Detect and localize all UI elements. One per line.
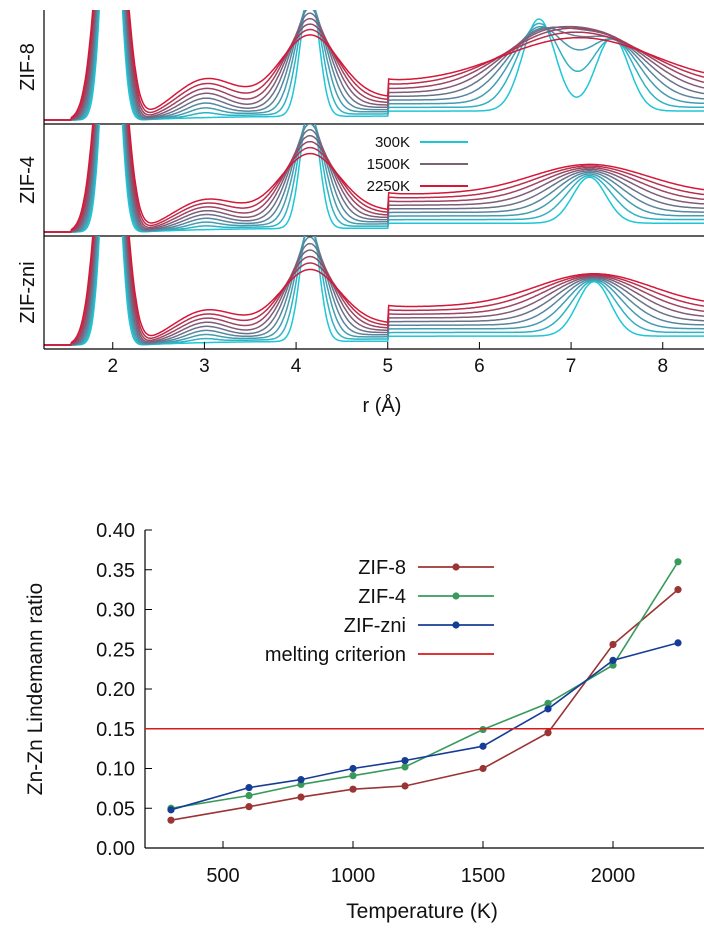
x-axis-label: Temperature (K)	[346, 900, 498, 923]
data-point-ZIF-zni	[245, 783, 253, 792]
legend-label: melting criterion	[265, 644, 406, 666]
rdf-line-ZIF-8-2000K	[44, 10, 704, 121]
x-tick-label: 3	[199, 356, 210, 377]
y-tick-label: 0.05	[96, 798, 135, 820]
data-point-ZIF-zni	[349, 764, 357, 773]
data-point-ZIF-zni	[674, 639, 682, 647]
y-tick-label: 0.00	[96, 838, 135, 860]
rdf-curves-ZIF-8	[44, 10, 704, 121]
y-tick-label: 0.30	[96, 600, 135, 622]
rdf-line-ZIF-4-1500K	[44, 124, 704, 233]
data-point-ZIF-8	[245, 803, 253, 811]
x-tick-label: 500	[206, 865, 239, 887]
x-tick-label: 8	[657, 356, 668, 377]
legend-marker	[452, 621, 460, 629]
y-tick-label: 0.20	[96, 679, 135, 701]
data-point-ZIF-zni	[609, 656, 617, 664]
y-tick-label: 0.40	[96, 520, 135, 542]
data-point-ZIF-8	[349, 785, 357, 793]
rdf-line-ZIF-4-2000K	[44, 124, 704, 233]
rdf-curves-ZIF-4	[44, 124, 704, 233]
data-point-ZIF-8	[674, 586, 682, 594]
rdf-line-ZIF-8-1200K	[44, 10, 704, 121]
rdf-line-ZIF-8-1500K	[44, 10, 704, 121]
lindemann-figure: 0.00 0.05 0.10 0.15 0.20 0.25 0.30 0.35 0.40 500 1…	[24, 520, 704, 923]
data-point-ZIF-8	[479, 764, 487, 773]
x-axis-label: r (Å)	[363, 394, 402, 417]
rdf-line-ZIF-zni-1200K	[44, 236, 704, 346]
data-point-ZIF-zni	[297, 776, 305, 784]
data-point-ZIF-4	[349, 772, 357, 780]
panel-label-ZIF-8: ZIF-8	[17, 43, 39, 91]
data-point-ZIF-4	[245, 791, 253, 800]
y-tick-label: 0.25	[96, 639, 135, 661]
y-tick-label: 0.10	[96, 759, 135, 781]
data-point-ZIF-8	[167, 816, 175, 824]
legend-marker	[452, 563, 460, 571]
rdf-line-ZIF-zni-2250K	[44, 236, 704, 346]
rdf-legend: 300K 1500K 2250K	[367, 134, 468, 195]
rdf-line-ZIF-4-1750K	[44, 124, 704, 233]
series-line-ZIF-4	[170, 561, 679, 810]
legend-label: ZIF-zni	[344, 615, 406, 637]
panel-label-ZIF-zni: ZIF-zni	[17, 261, 39, 323]
legend-label-2250K: 2250K	[367, 178, 410, 195]
rdf-line-ZIF-4-1200K	[44, 124, 704, 233]
y-axis-label: Zn-Zn Lindemann ratio	[24, 583, 47, 795]
panel-label-ZIF-4: ZIF-4	[17, 156, 39, 204]
x-tick-label: 4	[291, 356, 302, 377]
rdf-line-ZIF-zni-2000K	[44, 236, 704, 346]
data-point-ZIF-4	[401, 763, 409, 771]
data-point-ZIF-zni	[167, 806, 175, 814]
rdf-curves-ZIF-zni	[44, 236, 704, 346]
data-point-ZIF-8	[297, 793, 305, 801]
y-tick-label: 0.35	[96, 560, 135, 582]
x-tick-label: 2	[107, 356, 118, 377]
data-point-ZIF-8	[544, 729, 552, 737]
legend-label-300K: 300K	[375, 134, 410, 151]
x-tick-label: 2000	[591, 865, 636, 887]
x-tick-label: 6	[474, 356, 485, 377]
rdf-line-ZIF-4-2250K	[44, 124, 704, 233]
data-point-ZIF-zni	[544, 705, 552, 713]
data-point-ZIF-8	[609, 640, 617, 649]
lindemann-legend: ZIF-8 ZIF-4 ZIF-zni melting criterion	[265, 557, 494, 666]
legend-label-1500K: 1500K	[367, 156, 410, 173]
y-tick-label: 0.15	[96, 719, 135, 741]
rdf-line-ZIF-8-1000K	[44, 10, 704, 121]
data-point-ZIF-4	[544, 699, 552, 707]
legend-marker	[452, 592, 460, 600]
legend-label: ZIF-4	[358, 586, 406, 608]
data-point-ZIF-zni	[479, 742, 487, 750]
data-point-ZIF-4	[674, 558, 682, 566]
x-tick-label: 5	[382, 356, 393, 377]
data-point-ZIF-8	[401, 782, 409, 790]
rdf-figure: ZIF-8 ZIF-4 ZIF-zni 2 3 4 5 6 7 8 r (Å) 300K 1500K 22…	[17, 10, 704, 417]
x-tick-label: 1500	[461, 865, 506, 887]
rdf-line-ZIF-8-2250K	[44, 10, 704, 121]
rdf-line-ZIF-zni-1750K	[44, 236, 704, 346]
legend-label: ZIF-8	[358, 557, 406, 579]
data-point-ZIF-zni	[401, 756, 409, 765]
rdf-line-ZIF-8-1750K	[44, 10, 704, 121]
x-tick-label: 1000	[331, 865, 376, 887]
x-tick-label: 7	[566, 356, 577, 377]
rdf-line-ZIF-zni-1500K	[44, 236, 704, 346]
